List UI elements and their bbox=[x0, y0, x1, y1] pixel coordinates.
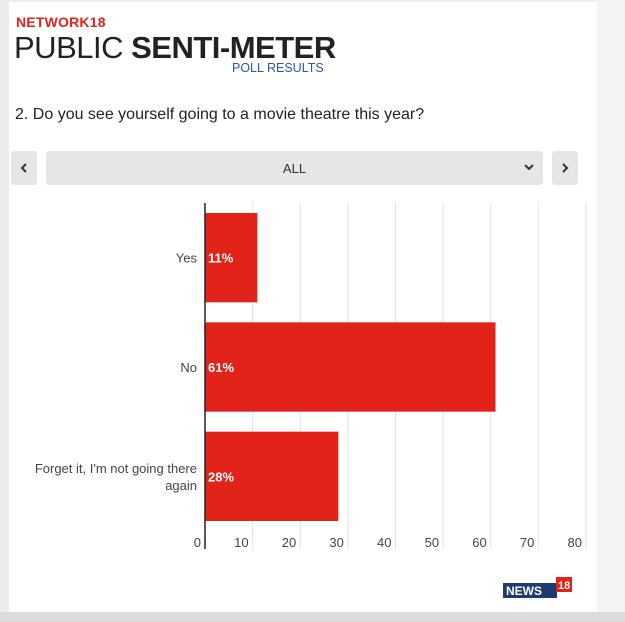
category-label: again bbox=[165, 478, 197, 493]
bar bbox=[205, 213, 258, 303]
scrollbar-track[interactable] bbox=[597, 0, 625, 612]
next-question-button[interactable] bbox=[552, 151, 578, 185]
x-tick-label: 70 bbox=[520, 535, 534, 550]
svg-text:NEWS: NEWS bbox=[506, 584, 542, 598]
poll-question: 2. Do you see yourself going to a movie … bbox=[15, 106, 425, 123]
bar bbox=[205, 322, 496, 412]
chevron-down-icon bbox=[524, 164, 534, 171]
x-tick-label: 10 bbox=[234, 535, 248, 550]
bar-value-label: 28% bbox=[208, 469, 234, 484]
title-light: PUBLIC bbox=[14, 30, 132, 65]
x-tick-label: 80 bbox=[568, 535, 582, 550]
x-tick-label: 0 bbox=[194, 535, 201, 550]
title-bold: SENTI-METER bbox=[131, 30, 336, 65]
chevron-right-icon bbox=[562, 163, 569, 173]
chevron-left-icon bbox=[20, 163, 27, 173]
page-title: PUBLIC SENTI-METER bbox=[14, 30, 336, 66]
bar-value-label: 11% bbox=[208, 251, 234, 266]
filter-dropdown[interactable]: ALL bbox=[46, 151, 543, 185]
brand-label: NETWORK18 bbox=[16, 14, 106, 30]
x-tick-label: 30 bbox=[329, 535, 343, 550]
poll-results-subtitle: POLL RESULTS bbox=[232, 61, 324, 75]
bar bbox=[205, 431, 339, 521]
svg-text:18: 18 bbox=[558, 580, 570, 592]
x-tick-label: 60 bbox=[472, 535, 486, 550]
x-tick-label: 20 bbox=[282, 535, 296, 550]
poll-results-chart: 0 10 20 30 40 50 60 70 80 11% Yes 61% No 28% Forget it… bbox=[35, 203, 587, 550]
bar-value-label: 61% bbox=[208, 360, 234, 375]
category-label: Forget it, I'm not going there bbox=[35, 461, 197, 476]
category-label: Yes bbox=[176, 251, 198, 266]
filter-selected-value: ALL bbox=[282, 161, 307, 176]
page-footer-strip bbox=[0, 612, 625, 622]
x-tick-label: 50 bbox=[425, 535, 439, 550]
x-tick-label: 40 bbox=[377, 535, 391, 550]
category-label: No bbox=[180, 360, 197, 375]
previous-question-button[interactable] bbox=[11, 151, 37, 185]
news18-logo: NEWS 18 bbox=[503, 577, 572, 598]
